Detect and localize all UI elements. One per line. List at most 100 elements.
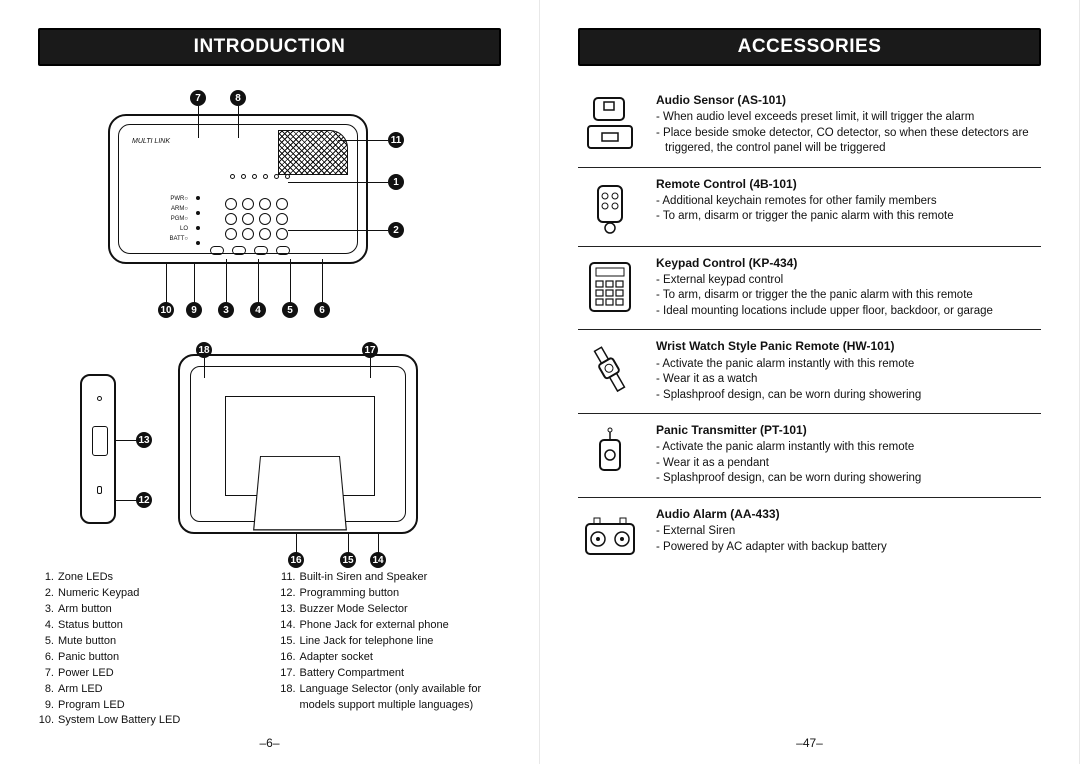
parts-number: 8. xyxy=(38,682,58,698)
parts-text: Numeric Keypad xyxy=(58,586,260,602)
parts-text: Programming button xyxy=(300,586,502,602)
accessory-body: Remote Control (4B-101)- Additional keyc… xyxy=(656,176,1041,236)
zone-led-row xyxy=(230,174,290,179)
parts-text: Arm LED xyxy=(58,682,260,698)
accessory-point: - Splashproof design, can be worn during… xyxy=(656,471,1041,487)
accessory-point: - Activate the panic alarm instantly wit… xyxy=(656,357,1041,373)
parts-row: 6.Panic button xyxy=(38,650,260,666)
device-side-illustration xyxy=(80,374,116,524)
accessory-thumb-icon xyxy=(578,506,642,566)
parts-number: 16. xyxy=(280,650,300,666)
leader-line xyxy=(166,262,167,304)
callout-1: 1 xyxy=(388,174,404,190)
accessory-point: - Wear it as a watch xyxy=(656,372,1041,388)
side-labels: PWR○ARM○PGM○LO BATT○ xyxy=(160,194,188,244)
device-back-illustration xyxy=(178,354,418,534)
accessory-body: Audio Sensor (AS-101)- When audio level … xyxy=(656,92,1041,157)
leader-line xyxy=(288,182,388,183)
page-number-right: –47– xyxy=(540,736,1079,750)
leader-line xyxy=(370,358,371,378)
indicator-dots xyxy=(196,196,200,245)
parts-text: Arm button xyxy=(58,602,260,618)
parts-number: 6. xyxy=(38,650,58,666)
leader-line xyxy=(238,106,239,138)
accessory-body: Panic Transmitter (PT-101) - Activate the… xyxy=(656,422,1041,487)
accessory-thumb-icon xyxy=(578,176,642,236)
leader-line xyxy=(204,358,205,378)
accessory-title: Wrist Watch Style Panic Remote (HW-101) xyxy=(656,338,1041,354)
parts-number: 5. xyxy=(38,634,58,650)
callout-5: 5 xyxy=(282,302,298,318)
leader-line xyxy=(338,140,388,141)
device-logo: MULTI LINK xyxy=(132,138,170,145)
parts-number: 15. xyxy=(280,634,300,650)
callout-9: 9 xyxy=(186,302,202,318)
leader-line xyxy=(296,534,297,554)
parts-text: Mute button xyxy=(58,634,260,650)
accessory-body: Audio Alarm (AA-433)- External Siren- Po… xyxy=(656,506,1041,566)
function-button-row xyxy=(210,246,290,255)
page-introduction: INTRODUCTION MULTI LINK PWR○ARM○PGM○LO B… xyxy=(0,0,540,764)
leader-line xyxy=(288,230,388,231)
parts-row: 7.Power LED xyxy=(38,666,260,682)
parts-legend: 1.Zone LEDs2.Numeric Keypad3.Arm button4… xyxy=(38,570,501,729)
parts-number: 11. xyxy=(280,570,300,586)
parts-text: Power LED xyxy=(58,666,260,682)
callout-15: 15 xyxy=(340,552,356,568)
callout-17: 17 xyxy=(362,342,378,358)
accessory-thumb-icon xyxy=(578,422,642,487)
accessory-title: Audio Alarm (AA-433) xyxy=(656,506,1041,522)
accessory-item: Keypad Control (KP-434)- External keypad… xyxy=(578,247,1041,331)
accessory-point: - To arm, disarm or trigger the the pani… xyxy=(656,288,1041,304)
parts-number: 1. xyxy=(38,570,58,586)
parts-row: 9.Program LED xyxy=(38,698,260,714)
parts-row: 10.System Low Battery LED xyxy=(38,713,260,729)
parts-number: 12. xyxy=(280,586,300,602)
accessory-point: - Activate the panic alarm instantly wit… xyxy=(656,440,1041,456)
parts-text: System Low Battery LED xyxy=(58,713,260,729)
callout-14: 14 xyxy=(370,552,386,568)
page-accessories: ACCESSORIES Audio Sensor (AS-101)- When … xyxy=(540,0,1080,764)
leader-line xyxy=(194,262,195,304)
numeric-keypad xyxy=(225,198,290,240)
callout-3: 3 xyxy=(218,302,234,318)
accessory-point: - To arm, disarm or trigger the panic al… xyxy=(656,209,1041,225)
accessory-point: - External keypad control xyxy=(656,273,1041,289)
parts-row: 16.Adapter socket xyxy=(280,650,502,666)
accessory-title: Panic Transmitter (PT-101) xyxy=(656,422,1041,438)
parts-row: 12.Programming button xyxy=(280,586,502,602)
callout-6: 6 xyxy=(314,302,330,318)
parts-text: Zone LEDs xyxy=(58,570,260,586)
accessory-item: Wrist Watch Style Panic Remote (HW-101) -… xyxy=(578,330,1041,414)
leader-line xyxy=(198,106,199,138)
accessory-point: - Wear it as a pendant xyxy=(656,456,1041,472)
accessory-point: - Additional keychain remotes for other … xyxy=(656,194,1041,210)
leader-line xyxy=(348,534,349,554)
parts-number: 4. xyxy=(38,618,58,634)
parts-row: 1.Zone LEDs xyxy=(38,570,260,586)
parts-number: 9. xyxy=(38,698,58,714)
callout-8: 8 xyxy=(230,90,246,106)
leader-line xyxy=(116,440,138,441)
parts-number: 14. xyxy=(280,618,300,634)
parts-row: 11.Built-in Siren and Speaker xyxy=(280,570,502,586)
leader-line xyxy=(226,259,227,304)
accessory-item: Remote Control (4B-101)- Additional keyc… xyxy=(578,168,1041,247)
parts-text: Phone Jack for external phone xyxy=(300,618,502,634)
leader-line xyxy=(290,259,291,304)
callout-2: 2 xyxy=(388,222,404,238)
accessory-point: - Ideal mounting locations include upper… xyxy=(656,304,1041,320)
parts-number: 18. xyxy=(280,682,300,714)
accessory-thumb-icon xyxy=(578,338,642,403)
accessory-item: Panic Transmitter (PT-101) - Activate the… xyxy=(578,414,1041,498)
parts-text: Buzzer Mode Selector xyxy=(300,602,502,618)
introduction-header: INTRODUCTION xyxy=(38,28,501,66)
callout-4: 4 xyxy=(250,302,266,318)
accessories-header: ACCESSORIES xyxy=(578,28,1041,66)
parts-row: 17.Battery Compartment xyxy=(280,666,502,682)
callout-18: 18 xyxy=(196,342,212,358)
callout-12: 12 xyxy=(136,492,152,508)
accessory-title: Audio Sensor (AS-101) xyxy=(656,92,1041,108)
accessory-point: - Powered by AC adapter with backup batt… xyxy=(656,540,1041,556)
page-number-left: –6– xyxy=(0,736,539,750)
